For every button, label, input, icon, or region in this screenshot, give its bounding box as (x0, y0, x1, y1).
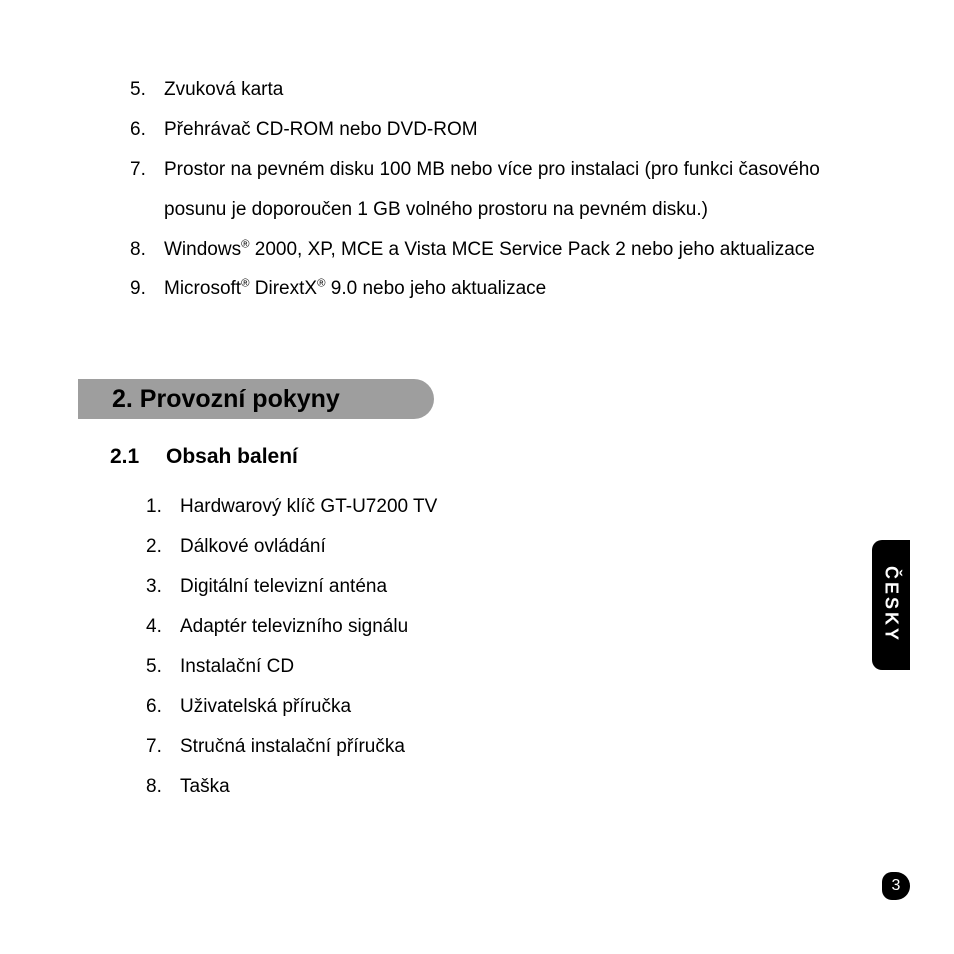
item-number: 6. (146, 687, 180, 727)
subsection-number: 2.1 (110, 445, 166, 469)
item-text: Taška (180, 767, 230, 807)
item-number: 2. (146, 527, 180, 567)
item-number: 6. (130, 110, 164, 150)
item-number: 1. (146, 487, 180, 527)
section-heading: 2. Provozní pokyny (110, 379, 844, 419)
item-text: Přehrávač CD-ROM nebo DVD-ROM (164, 110, 844, 150)
document-page: 5. Zvuková karta 6. Přehrávač CD-ROM neb… (0, 0, 954, 954)
list-item: 1. Hardwarový klíč GT-U7200 TV (146, 487, 844, 527)
list-item: 6. Uživatelská příručka (146, 687, 844, 727)
list-item: 7. Prostor na pevném disku 100 MB nebo v… (130, 150, 844, 230)
item-number: 3. (146, 567, 180, 607)
item-text: Stručná instalační příručka (180, 727, 405, 767)
item-text: Prostor na pevném disku 100 MB nebo více… (164, 150, 844, 230)
item-text: Microsoft® DirextX® 9.0 nebo jeho aktual… (164, 269, 844, 309)
package-list: 1. Hardwarový klíč GT-U7200 TV 2. Dálkov… (146, 487, 844, 806)
item-number: 7. (130, 150, 164, 190)
language-tab: ČESKY (872, 540, 910, 670)
item-text: Uživatelská příručka (180, 687, 351, 727)
item-text: Digitální televizní anténa (180, 567, 387, 607)
item-text: Windows® 2000, XP, MCE a Vista MCE Servi… (164, 230, 844, 270)
list-item: 7. Stručná instalační příručka (146, 727, 844, 767)
list-item: 9. Microsoft® DirextX® 9.0 nebo jeho akt… (130, 269, 844, 309)
language-label: ČESKY (881, 566, 902, 643)
subsection-title: Obsah balení (166, 445, 298, 469)
item-text: Zvuková karta (164, 70, 844, 110)
list-item: 8. Taška (146, 767, 844, 807)
requirements-list: 5. Zvuková karta 6. Přehrávač CD-ROM neb… (130, 70, 844, 309)
item-number: 9. (130, 269, 164, 309)
item-number: 5. (130, 70, 164, 110)
item-number: 4. (146, 607, 180, 647)
item-number: 8. (146, 767, 180, 807)
section-title: 2. Provozní pokyny (110, 385, 340, 414)
list-item: 5. Instalační CD (146, 647, 844, 687)
list-item: 3. Digitální televizní anténa (146, 567, 844, 607)
list-item: 4. Adaptér televizního signálu (146, 607, 844, 647)
page-number: 3 (892, 877, 901, 895)
item-number: 7. (146, 727, 180, 767)
item-text: Hardwarový klíč GT-U7200 TV (180, 487, 437, 527)
subsection-heading: 2.1 Obsah balení (110, 445, 844, 469)
list-item: 8. Windows® 2000, XP, MCE a Vista MCE Se… (130, 230, 844, 270)
list-item: 6. Přehrávač CD-ROM nebo DVD-ROM (130, 110, 844, 150)
item-text: Instalační CD (180, 647, 294, 687)
item-number: 8. (130, 230, 164, 270)
list-item: 5. Zvuková karta (130, 70, 844, 110)
item-text: Dálkové ovládání (180, 527, 326, 567)
list-item: 2. Dálkové ovládání (146, 527, 844, 567)
page-number-badge: 3 (882, 872, 910, 900)
item-number: 5. (146, 647, 180, 687)
item-text: Adaptér televizního signálu (180, 607, 408, 647)
